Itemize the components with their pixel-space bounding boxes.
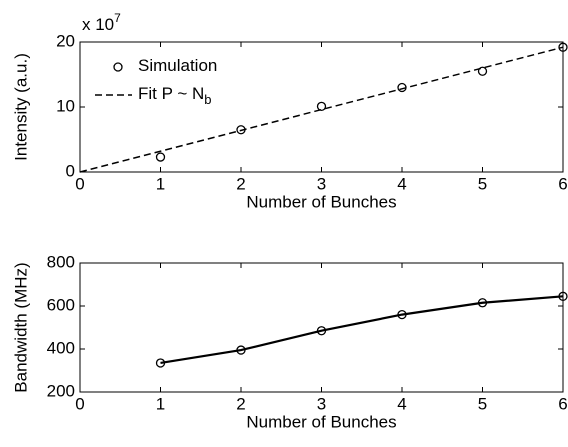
- x-tick-label: 6: [558, 174, 567, 193]
- series-line: [160, 295, 564, 365]
- x-tick-label: 5: [478, 174, 487, 193]
- marker: [397, 309, 407, 320]
- multiplier-base: x 10: [82, 15, 114, 34]
- legend-name: Fit P ~ N: [138, 84, 204, 103]
- legend-label: Fit P ~ Nb: [138, 84, 212, 107]
- marker: [477, 298, 488, 308]
- marker: [558, 42, 568, 52]
- marker: [558, 291, 568, 301]
- marker: [236, 345, 246, 355]
- marker: [155, 358, 166, 368]
- x-tick-label: 0: [75, 174, 84, 193]
- y-axis-label: Bandwidth (MHz): [11, 262, 30, 392]
- legend-label: Simulation: [138, 56, 217, 75]
- marker: [316, 326, 327, 336]
- y-tick-label: 800: [47, 252, 75, 271]
- y-tick-label: 400: [47, 338, 75, 357]
- y-axis-label: Intensity (a.u.): [11, 53, 30, 161]
- x-tick-label: 2: [236, 174, 245, 193]
- multiplier-exponent: 7: [114, 11, 121, 25]
- x-tick-label: 0: [75, 394, 84, 413]
- x-tick-label: 1: [156, 174, 165, 193]
- y-tick-label: 200: [47, 381, 75, 400]
- x-tick-label: 2: [236, 394, 245, 413]
- x-tick-label: 3: [317, 174, 326, 193]
- x-tick-label: 6: [558, 394, 567, 413]
- y-tick-label: 20: [56, 31, 75, 50]
- marker: [477, 66, 488, 76]
- axis-multiplier: x 107: [82, 11, 121, 34]
- y-tick-label: 10: [56, 96, 75, 115]
- x-axis-label: Number of Bunches: [246, 192, 396, 211]
- x-tick-label: 4: [397, 394, 406, 413]
- marker: [316, 101, 327, 111]
- series-line: [79, 46, 564, 173]
- x-tick-label: 4: [397, 174, 406, 193]
- legend-name: Simulation: [138, 56, 217, 75]
- x-tick-label: 3: [317, 394, 326, 413]
- marker: [155, 152, 166, 162]
- legend-subscript: b: [204, 92, 211, 107]
- x-tick-label: 5: [478, 394, 487, 413]
- x-tick-label: 1: [156, 394, 165, 413]
- legend-marker: [113, 62, 123, 72]
- y-tick-label: 600: [47, 295, 75, 314]
- y-tick-label: 0: [66, 161, 75, 180]
- plot-frame: [79, 262, 564, 393]
- x-axis-label: Number of Bunches: [246, 412, 396, 431]
